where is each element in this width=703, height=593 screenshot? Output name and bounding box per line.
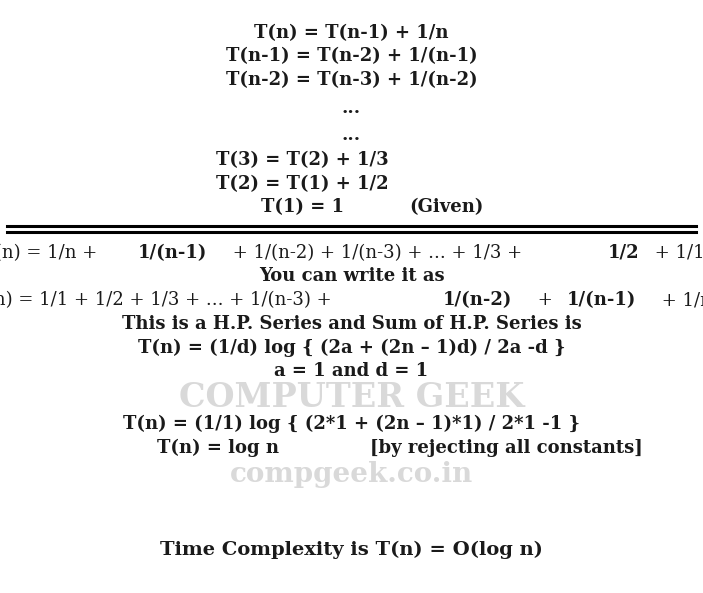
Text: T(n) = 1/1 + 1/2 + 1/3 + ... + 1/(n-3) +: T(n) = 1/1 + 1/2 + 1/3 + ... + 1/(n-3) + [0, 291, 337, 309]
Text: This is a H.P. Series and Sum of H.P. Series is: This is a H.P. Series and Sum of H.P. Se… [122, 315, 581, 333]
Text: + 1/n: + 1/n [656, 291, 703, 309]
Text: ...: ... [342, 99, 361, 117]
Text: T(n) = log n: T(n) = log n [157, 439, 279, 457]
Text: Time Complexity is T(n) = O(log n): Time Complexity is T(n) = O(log n) [160, 541, 543, 559]
Text: 1/2: 1/2 [608, 244, 640, 262]
Text: +: + [532, 291, 559, 309]
Text: 1/(n-2): 1/(n-2) [443, 291, 512, 309]
Text: a = 1 and d = 1: a = 1 and d = 1 [274, 362, 429, 380]
Text: T(n) = (1/1) log { (2*1 + (2n – 1)*1) / 2*1 -1 }: T(n) = (1/1) log { (2*1 + (2n – 1)*1) / … [123, 415, 580, 433]
Text: T(2) = T(1) + 1/2: T(2) = T(1) + 1/2 [216, 175, 389, 193]
Text: T(1) = 1: T(1) = 1 [261, 199, 344, 216]
Text: 1/(n-1): 1/(n-1) [567, 291, 636, 309]
Text: 1/(n-1): 1/(n-1) [138, 244, 207, 262]
Text: compgeek.co.in: compgeek.co.in [230, 461, 473, 488]
Text: + 1/1: + 1/1 [649, 244, 703, 262]
Text: T(n) = T(n-1) + 1/n: T(n) = T(n-1) + 1/n [254, 24, 449, 42]
Text: T(n-1) = T(n-2) + 1/(n-1): T(n-1) = T(n-2) + 1/(n-1) [226, 47, 477, 65]
Text: T(n-2) = T(n-3) + 1/(n-2): T(n-2) = T(n-3) + 1/(n-2) [226, 71, 477, 89]
Text: T(n) = (1/d) log { (2a + (2n – 1)d) / 2a -d }: T(n) = (1/d) log { (2a + (2n – 1)d) / 2a… [138, 339, 565, 356]
Text: (Given): (Given) [409, 199, 484, 216]
Text: ...: ... [342, 126, 361, 144]
Text: T(n) = 1/n +: T(n) = 1/n + [0, 244, 103, 262]
Text: T(3) = T(2) + 1/3: T(3) = T(2) + 1/3 [216, 151, 389, 169]
Text: [by rejecting all constants]: [by rejecting all constants] [370, 439, 643, 457]
Text: You can write it as: You can write it as [259, 267, 444, 285]
Text: + 1/(n-2) + 1/(n-3) + ... + 1/3 +: + 1/(n-2) + 1/(n-3) + ... + 1/3 + [227, 244, 522, 262]
Text: COMPUTER GEEK: COMPUTER GEEK [179, 381, 524, 414]
